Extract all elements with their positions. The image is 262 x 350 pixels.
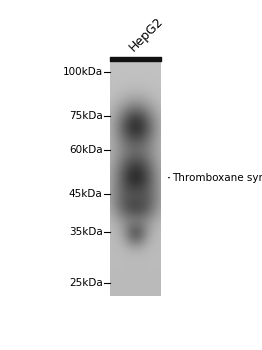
Text: 60kDa: 60kDa <box>69 145 102 155</box>
Text: 35kDa: 35kDa <box>69 227 102 237</box>
Text: 45kDa: 45kDa <box>69 189 102 199</box>
Text: Thromboxane synthase: Thromboxane synthase <box>168 173 262 183</box>
Text: 75kDa: 75kDa <box>69 111 102 121</box>
Text: 100kDa: 100kDa <box>62 67 102 77</box>
Text: 25kDa: 25kDa <box>69 278 102 288</box>
Text: HepG2: HepG2 <box>126 15 166 54</box>
